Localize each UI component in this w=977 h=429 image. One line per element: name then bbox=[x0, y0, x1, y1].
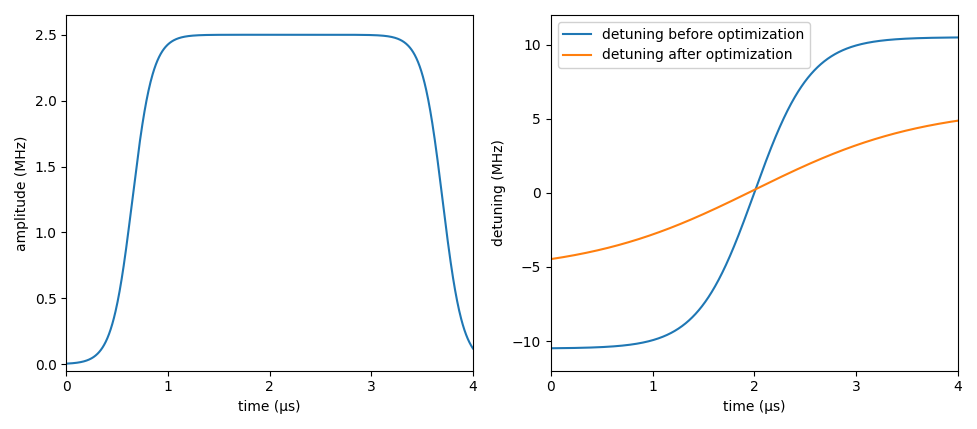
detuning after optimization bbox=[870, 136, 881, 142]
X-axis label: time (μs): time (μs) bbox=[723, 400, 786, 414]
detuning before optimization bbox=[709, 283, 721, 288]
detuning before optimization bbox=[586, 345, 598, 350]
detuning before optimization bbox=[862, 40, 873, 45]
detuning before optimization bbox=[545, 346, 557, 351]
detuning before optimization bbox=[825, 54, 836, 60]
detuning before optimization bbox=[724, 253, 736, 258]
detuning after optimization bbox=[586, 249, 598, 254]
detuning after optimization bbox=[724, 199, 736, 204]
Legend: detuning before optimization, detuning after optimization: detuning before optimization, detuning a… bbox=[558, 22, 810, 68]
detuning before optimization bbox=[870, 39, 881, 44]
Y-axis label: detuning (MHz): detuning (MHz) bbox=[492, 139, 506, 246]
Y-axis label: amplitude (MHz): amplitude (MHz) bbox=[15, 135, 29, 251]
detuning after optimization bbox=[545, 257, 557, 262]
detuning after optimization bbox=[709, 206, 721, 211]
detuning after optimization bbox=[952, 118, 963, 123]
Line: detuning before optimization: detuning before optimization bbox=[551, 37, 957, 348]
X-axis label: time (μs): time (μs) bbox=[238, 400, 301, 414]
detuning after optimization bbox=[862, 139, 873, 144]
detuning after optimization bbox=[825, 152, 836, 157]
Line: detuning after optimization: detuning after optimization bbox=[551, 121, 957, 259]
detuning before optimization bbox=[952, 35, 963, 40]
